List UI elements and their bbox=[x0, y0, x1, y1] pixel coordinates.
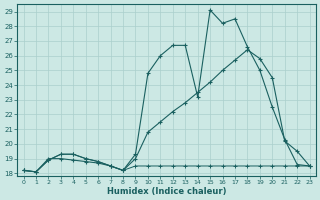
X-axis label: Humidex (Indice chaleur): Humidex (Indice chaleur) bbox=[107, 187, 226, 196]
